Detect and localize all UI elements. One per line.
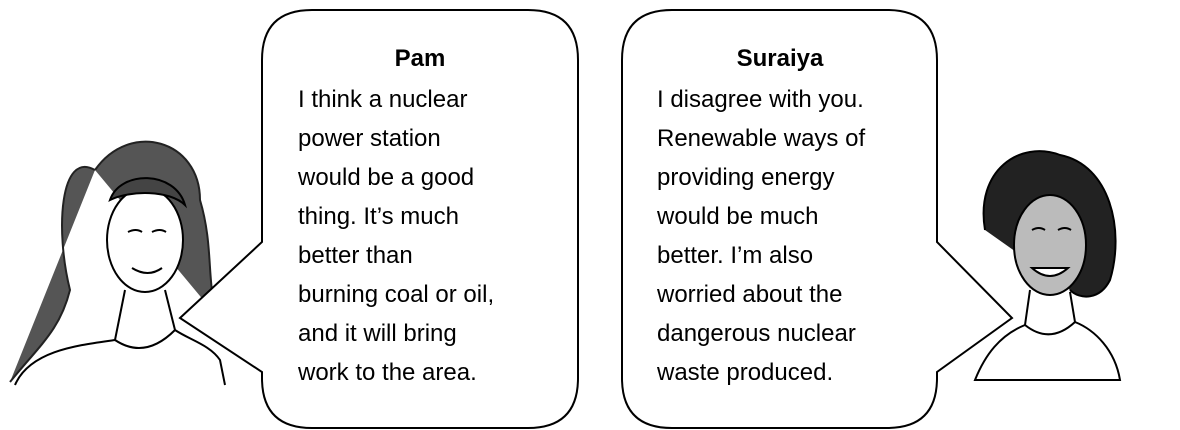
speech-line: worried about the (656, 281, 842, 308)
speech-line: would be much (656, 203, 818, 230)
speech-line: thing. It’s much (298, 203, 459, 230)
speech-line: better than (298, 242, 413, 269)
speech-line: burning coal or oil, (298, 281, 494, 308)
speech-line: would be a good (297, 164, 474, 191)
speech-line: I disagree with you. (657, 86, 864, 113)
speech-line: and it will bring (298, 320, 457, 347)
speech-line: dangerous nuclear (657, 320, 856, 347)
speaker-name: Pam (395, 45, 446, 72)
speech-line: providing energy (657, 164, 834, 191)
speaker-name: Suraiya (737, 45, 824, 72)
speech-line: better. I’m also (657, 242, 813, 269)
speech-line: I think a nuclear (298, 86, 467, 113)
speech-line: Renewable ways of (657, 125, 865, 152)
suraiya-illustration (975, 151, 1120, 380)
speech-line: waste produced. (656, 359, 833, 386)
speech-line: power station (298, 125, 441, 152)
pam-illustration (10, 142, 225, 385)
scene: Pam I think a nuclear power station would b… (0, 0, 1180, 430)
speech-line: work to the area. (297, 359, 477, 386)
